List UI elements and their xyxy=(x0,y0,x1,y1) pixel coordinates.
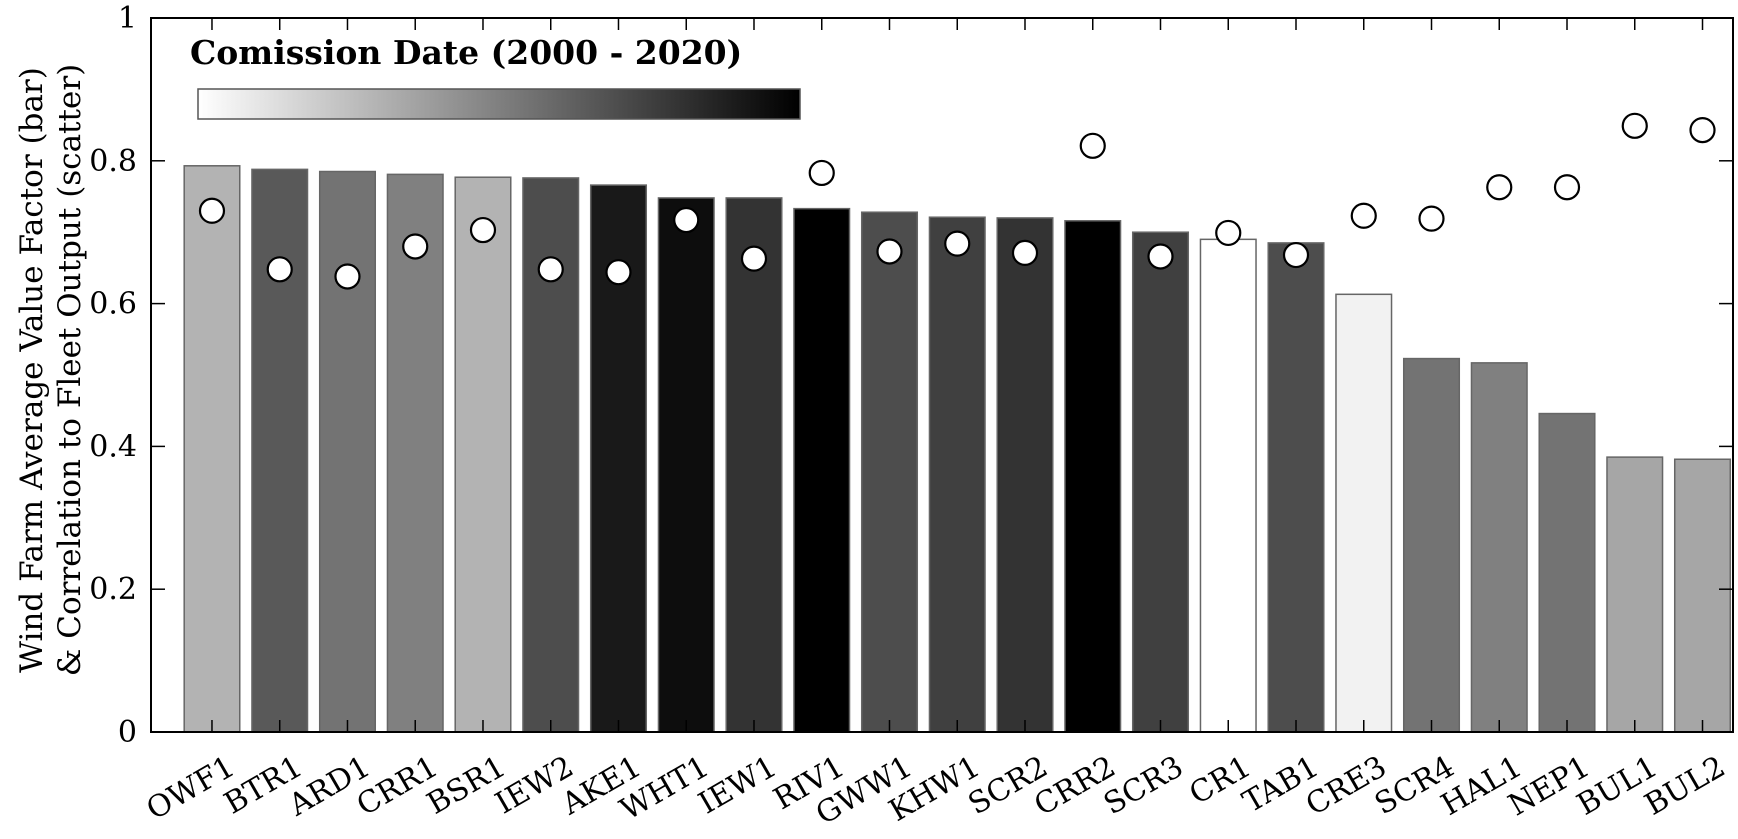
bar-btr1 xyxy=(251,168,309,733)
scatter-point-ake1 xyxy=(605,259,632,286)
scatter-point-scr2 xyxy=(1011,239,1039,267)
bar-cre3 xyxy=(1335,293,1393,733)
scatter-point-iew1 xyxy=(740,245,768,272)
scatter-point-gww1 xyxy=(876,238,903,265)
scatter-point-wht1 xyxy=(673,206,700,234)
y-tick-label: 0 xyxy=(118,715,137,750)
y-tick-label: 0.4 xyxy=(89,429,137,464)
bar-khw1 xyxy=(928,216,986,733)
scatter-point-iew2 xyxy=(537,256,564,283)
bar-bsr1 xyxy=(454,176,512,733)
bar-scr2 xyxy=(996,217,1054,733)
scatter-point-ard1 xyxy=(334,263,361,290)
colorbar: Comission Date (2000 - 2020) xyxy=(190,33,801,120)
axes-group xyxy=(150,17,1734,733)
y-tick-label: 1 xyxy=(118,1,137,36)
scatter-point-riv1 xyxy=(808,159,835,187)
bar-nep1 xyxy=(1538,412,1596,733)
scatter-point-crr2 xyxy=(1079,132,1106,159)
y-tick-label: 0.6 xyxy=(89,287,137,322)
y-tick-label: 0.2 xyxy=(89,572,137,607)
bar-riv1 xyxy=(793,207,851,733)
scatter-point-hal1 xyxy=(1486,174,1513,201)
scatter-point-cre3 xyxy=(1350,202,1377,229)
y-axis-title-line1: Wind Farm Average Value Factor (bar) xyxy=(14,67,50,673)
y-ticks-group: 0 0.2 0.4 0.6 0.8 1 xyxy=(89,1,1733,750)
y-tick-label: 0.8 xyxy=(89,144,137,179)
bar-tab1 xyxy=(1267,242,1325,733)
bar-crr1 xyxy=(386,173,444,733)
bar-ard1 xyxy=(318,170,377,733)
y-axis-title: Wind Farm Average Value Factor (bar) & C… xyxy=(14,64,88,676)
scatter-point-khw1 xyxy=(944,230,971,257)
x-tick-label-bul2: BUL2 xyxy=(1639,749,1731,822)
scatter-point-owf1 xyxy=(198,197,226,224)
scatter-point-bsr1 xyxy=(469,216,497,244)
colorbar-gradient xyxy=(197,88,801,120)
bar-scr4 xyxy=(1402,357,1461,733)
bar-bul1 xyxy=(1606,456,1664,733)
scatter-point-nep1 xyxy=(1553,174,1581,201)
scatter-group xyxy=(198,112,1716,290)
scatter-point-scr4 xyxy=(1418,205,1445,232)
y-axis-title-line2: & Correlation to Fleet Output (scatter) xyxy=(52,64,88,676)
scatter-point-btr1 xyxy=(266,256,293,283)
x-tick-label-scr3: SCR3 xyxy=(1098,749,1189,822)
colorbar-title: Comission Date (2000 - 2020) xyxy=(190,33,742,72)
scatter-point-bul2 xyxy=(1689,116,1716,144)
plot-frame xyxy=(150,17,1734,733)
bar-owf1 xyxy=(183,165,241,733)
scatter-point-scr3 xyxy=(1147,243,1174,270)
bar-hal1 xyxy=(1470,362,1528,733)
scatter-point-tab1 xyxy=(1282,241,1310,269)
scatter-point-cr1 xyxy=(1215,219,1242,247)
scatter-point-crr1 xyxy=(402,233,429,260)
bar-cr1 xyxy=(1199,238,1257,733)
scatter-point-bul1 xyxy=(1621,112,1648,139)
bar-scr3 xyxy=(1131,231,1190,733)
bar-gww1 xyxy=(860,211,919,733)
bar-wht1 xyxy=(657,197,715,733)
bar-bul2 xyxy=(1673,458,1732,733)
bar-crr2 xyxy=(1064,220,1122,733)
bar-iew1 xyxy=(725,197,783,733)
